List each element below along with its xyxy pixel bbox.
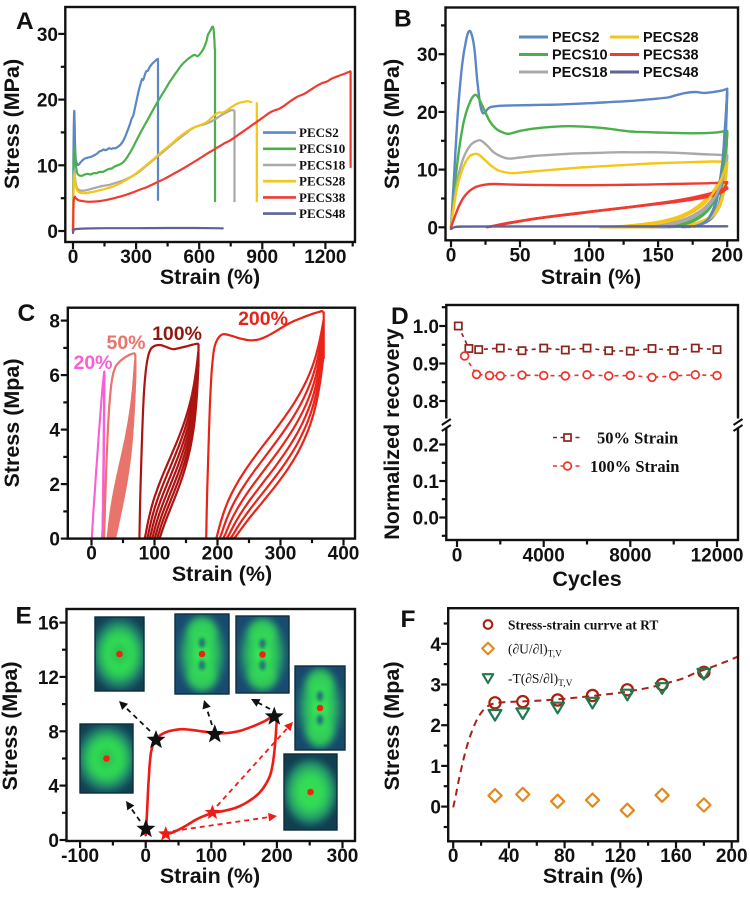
svg-text:300: 300 — [265, 544, 297, 565]
svg-text:8000: 8000 — [609, 546, 651, 567]
svg-text:0.2: 0.2 — [413, 436, 439, 457]
svg-text:Strain (%): Strain (%) — [160, 265, 260, 289]
svg-text:Stress (Mpa): Stress (Mpa) — [0, 358, 24, 487]
svg-text:A: A — [16, 8, 34, 35]
svg-text:20: 20 — [417, 103, 438, 124]
svg-text:6: 6 — [49, 366, 60, 387]
svg-text:Cycles: Cycles — [552, 567, 621, 591]
svg-text:PECS2: PECS2 — [552, 30, 600, 46]
svg-text:50: 50 — [509, 246, 530, 267]
svg-text:Stress (MPa): Stress (MPa) — [0, 59, 24, 189]
svg-text:PECS38: PECS38 — [299, 190, 346, 205]
svg-text:0.0: 0.0 — [413, 509, 439, 530]
svg-text:12: 12 — [38, 668, 59, 689]
svg-text:16: 16 — [38, 614, 59, 635]
svg-text:Strain (%): Strain (%) — [541, 265, 641, 289]
svg-text:PECS10: PECS10 — [552, 48, 608, 64]
svg-text:0.1: 0.1 — [413, 472, 440, 493]
svg-text:50%: 50% — [106, 332, 145, 354]
svg-text:0.8: 0.8 — [413, 392, 439, 413]
svg-text:D: D — [391, 303, 409, 330]
svg-text:0: 0 — [448, 846, 459, 867]
svg-text:1.0: 1.0 — [413, 317, 439, 338]
svg-text:200: 200 — [261, 846, 293, 867]
svg-text:30: 30 — [37, 25, 58, 46]
svg-text:100% Strain: 100% Strain — [590, 457, 679, 476]
svg-text:2: 2 — [430, 716, 441, 737]
svg-text:900: 900 — [246, 247, 278, 268]
svg-text:Stress-strain currve at RT: Stress-strain currve at RT — [508, 617, 658, 632]
svg-text:80: 80 — [554, 846, 575, 867]
svg-text:8: 8 — [49, 312, 60, 333]
svg-text:200: 200 — [202, 544, 234, 565]
svg-text:PECS18: PECS18 — [552, 65, 608, 81]
svg-text:300: 300 — [327, 846, 359, 867]
svg-text:-100: -100 — [61, 846, 99, 867]
svg-text:-T(∂S/∂l)T,V: -T(∂S/∂l)T,V — [508, 671, 573, 689]
svg-text:300: 300 — [120, 247, 152, 268]
svg-text:0: 0 — [47, 222, 58, 243]
svg-text:Stress (Mpa): Stress (Mpa) — [380, 661, 404, 790]
svg-text:20%: 20% — [73, 352, 112, 374]
svg-text:4000: 4000 — [523, 546, 565, 567]
svg-text:PECS38: PECS38 — [643, 48, 699, 64]
svg-text:Strain (%): Strain (%) — [172, 562, 272, 586]
svg-text:2: 2 — [49, 475, 60, 496]
svg-text:C: C — [18, 300, 36, 327]
svg-text:200%: 200% — [238, 308, 288, 330]
svg-text:PECS28: PECS28 — [643, 30, 699, 46]
svg-text:0: 0 — [430, 798, 441, 819]
svg-text:20: 20 — [37, 91, 58, 112]
svg-text:10: 10 — [37, 156, 58, 177]
svg-text:0: 0 — [452, 546, 463, 567]
svg-text:100: 100 — [139, 544, 171, 565]
svg-text:150: 150 — [642, 246, 674, 267]
svg-text:E: E — [16, 603, 32, 630]
svg-text:12000: 12000 — [691, 546, 744, 567]
svg-text:PECS48: PECS48 — [643, 65, 699, 81]
svg-text:40: 40 — [498, 846, 519, 867]
svg-text:1200: 1200 — [304, 247, 346, 268]
svg-text:Stress (Mpa): Stress (Mpa) — [0, 661, 22, 790]
svg-text:0: 0 — [446, 246, 457, 267]
svg-text:200: 200 — [711, 246, 743, 267]
svg-text:0.9: 0.9 — [413, 355, 439, 376]
svg-text:PECS48: PECS48 — [299, 206, 346, 221]
svg-text:1: 1 — [430, 757, 441, 778]
svg-text:600: 600 — [183, 247, 215, 268]
svg-text:0: 0 — [427, 218, 438, 239]
svg-text:B: B — [394, 6, 412, 33]
svg-text:0: 0 — [48, 831, 59, 852]
svg-text:PECS2: PECS2 — [299, 125, 339, 140]
svg-text:PECS10: PECS10 — [299, 141, 345, 156]
svg-text:400: 400 — [328, 544, 360, 565]
svg-text:100: 100 — [573, 246, 605, 267]
svg-text:Normalized recovery: Normalized recovery — [380, 328, 404, 540]
svg-text:30: 30 — [417, 45, 438, 66]
svg-text:4: 4 — [49, 421, 60, 442]
svg-text:4: 4 — [430, 635, 441, 656]
svg-text:4: 4 — [48, 777, 59, 798]
svg-text:Strain (%): Strain (%) — [543, 864, 643, 888]
svg-text:Stress (MPa): Stress (MPa) — [380, 59, 404, 189]
svg-text:0: 0 — [49, 530, 60, 551]
svg-text:F: F — [401, 606, 416, 633]
svg-text:10: 10 — [417, 161, 438, 182]
svg-text:PECS28: PECS28 — [299, 174, 346, 189]
svg-text:0: 0 — [68, 247, 79, 268]
svg-text:100: 100 — [195, 846, 227, 867]
svg-text:50% Strain: 50% Strain — [597, 429, 678, 448]
svg-text:3: 3 — [430, 676, 441, 697]
svg-text:160: 160 — [660, 846, 692, 867]
svg-text:120: 120 — [604, 846, 636, 867]
svg-text:PECS18: PECS18 — [299, 157, 346, 172]
svg-text:100%: 100% — [152, 323, 202, 345]
svg-text:0: 0 — [86, 544, 97, 565]
svg-text:8: 8 — [48, 722, 59, 743]
svg-text:Strain (%): Strain (%) — [160, 864, 260, 888]
svg-text:200: 200 — [716, 846, 748, 867]
svg-text:0: 0 — [140, 846, 151, 867]
